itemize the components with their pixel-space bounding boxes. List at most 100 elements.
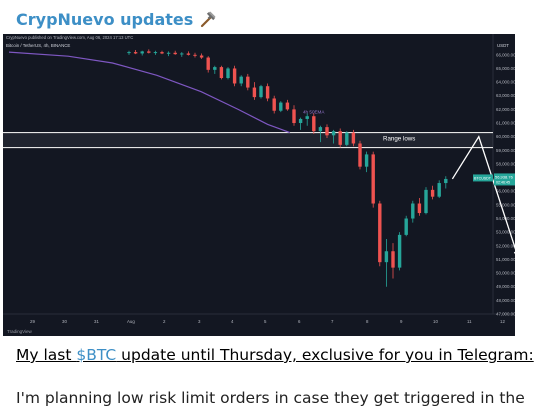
candle-body bbox=[331, 131, 336, 136]
post-header: CrypNuevo updates bbox=[16, 6, 218, 32]
date-tick-label: 30 bbox=[62, 319, 67, 324]
price-tick-label: 47,000.00 bbox=[496, 312, 515, 317]
candle-body bbox=[397, 234, 402, 268]
last-price-value: 56,938.76 bbox=[495, 174, 514, 179]
candle-body bbox=[424, 189, 428, 214]
candle-body bbox=[391, 251, 395, 268]
price-tick-label: 51,000.00 bbox=[496, 257, 515, 262]
last-price-badge bbox=[494, 173, 515, 186]
candle-body bbox=[239, 76, 243, 84]
channel-name[interactable]: CrypNuevo updates bbox=[16, 9, 194, 29]
projection-path bbox=[451, 135, 515, 250]
date-tick-label: 29 bbox=[30, 319, 35, 324]
date-tick-label: 4 bbox=[231, 319, 234, 324]
price-tick-label: 56,000.00 bbox=[496, 189, 515, 194]
candle-body bbox=[378, 203, 382, 263]
price-tick-label: 52,000.00 bbox=[496, 243, 515, 248]
candle-body bbox=[193, 54, 197, 56]
candle-body bbox=[127, 52, 131, 54]
date-tick-label: 2 bbox=[163, 319, 166, 324]
candle-body bbox=[325, 127, 329, 136]
candle-body bbox=[417, 203, 422, 214]
candle-body bbox=[252, 87, 257, 98]
candle-body bbox=[173, 52, 177, 55]
price-tick-label: 64,000.00 bbox=[496, 80, 515, 85]
candle-body bbox=[404, 218, 408, 235]
candle-body bbox=[213, 67, 217, 70]
candle-body bbox=[384, 251, 389, 263]
candle-body bbox=[180, 53, 184, 55]
date-tick-label: 31 bbox=[94, 319, 99, 324]
date-tick-label: 3 bbox=[198, 319, 201, 324]
caption-suffix: update until Thursday, exclusive for you… bbox=[116, 346, 534, 364]
date-tick-label: Aug bbox=[127, 319, 135, 324]
price-tick-label: 65,000.00 bbox=[496, 66, 515, 71]
published-note: CrypNuevo published on TradingView.com, … bbox=[6, 35, 133, 40]
candle-body bbox=[437, 183, 441, 197]
currency-label: USDT bbox=[497, 43, 509, 48]
candle-body bbox=[371, 154, 375, 204]
candle-body bbox=[411, 203, 415, 219]
price-tick-label: 63,000.00 bbox=[496, 93, 515, 98]
symbol-badge bbox=[473, 174, 493, 182]
date-tick-label: 11 bbox=[467, 319, 472, 324]
candle-body bbox=[272, 98, 276, 111]
candle-body bbox=[444, 178, 448, 184]
candle-body bbox=[358, 143, 362, 167]
candle-body bbox=[160, 52, 164, 54]
price-tick-label: 53,000.00 bbox=[496, 230, 515, 235]
candle-body bbox=[351, 132, 356, 144]
candle-body bbox=[345, 132, 349, 145]
candle-body bbox=[166, 52, 171, 54]
candle-body bbox=[226, 68, 230, 79]
price-tick-label: 48,000.00 bbox=[496, 298, 515, 303]
price-tick-label: 50,000.00 bbox=[496, 271, 515, 276]
price-tick-label: 58,000.00 bbox=[496, 161, 515, 166]
candle-body bbox=[292, 109, 296, 124]
post-body-text: I'm planning low risk limit orders in ca… bbox=[16, 389, 525, 407]
candle-body bbox=[338, 131, 342, 145]
tradingview-watermark: TradingView bbox=[7, 329, 33, 334]
candle-body bbox=[246, 76, 250, 88]
symbol-line: Bitcoin / TetherUS, 4h, BINANCE bbox=[6, 43, 70, 48]
candle-body bbox=[199, 55, 204, 58]
post-caption: My last $BTC update until Thursday, excl… bbox=[16, 346, 536, 364]
price-tick-label: 60,000.00 bbox=[496, 134, 515, 139]
candle-body bbox=[140, 51, 144, 54]
range-zone bbox=[3, 132, 493, 148]
caption-prefix: My last bbox=[16, 346, 77, 364]
price-tick-label: 59,000.00 bbox=[496, 148, 515, 153]
date-tick-label: 5 bbox=[264, 319, 267, 324]
price-tick-label: 61,000.00 bbox=[496, 121, 515, 126]
price-tick-label: 66,000.00 bbox=[496, 52, 515, 57]
candle-body bbox=[265, 86, 270, 99]
candle-body bbox=[305, 116, 309, 119]
ema-label: 4h 50EMA bbox=[303, 109, 325, 114]
btc-cashtag-link[interactable]: $BTC bbox=[76, 346, 117, 364]
candle-body bbox=[206, 57, 210, 70]
hammer-icon bbox=[198, 9, 218, 29]
date-tick-label: 6 bbox=[298, 319, 301, 324]
candle-body bbox=[219, 67, 224, 79]
symbol-badge-label: BTCUSDT bbox=[474, 176, 492, 180]
candle-body bbox=[364, 154, 369, 167]
price-tick-label: 49,000.00 bbox=[496, 284, 515, 289]
range-zone-label: Range lows bbox=[383, 136, 415, 143]
candle-body bbox=[312, 116, 316, 132]
candle-body bbox=[298, 118, 303, 124]
candle-body bbox=[318, 127, 323, 132]
candle-body bbox=[186, 53, 191, 55]
candle-body bbox=[430, 189, 435, 197]
date-tick-label: 7 bbox=[331, 319, 334, 324]
date-tick-label: 9 bbox=[400, 319, 403, 324]
last-price-countdown: 02:46:45 bbox=[496, 180, 510, 184]
candle-body bbox=[232, 68, 237, 84]
price-tick-label: 62,000.00 bbox=[496, 107, 515, 112]
btc-chart[interactable]: CrypNuevo published on TradingView.com, … bbox=[3, 34, 515, 336]
candle-body bbox=[133, 52, 138, 54]
candle-body bbox=[259, 86, 263, 98]
date-tick-label: 10 bbox=[433, 319, 438, 324]
date-tick-label: 8 bbox=[366, 319, 369, 324]
candle-body bbox=[285, 102, 290, 110]
